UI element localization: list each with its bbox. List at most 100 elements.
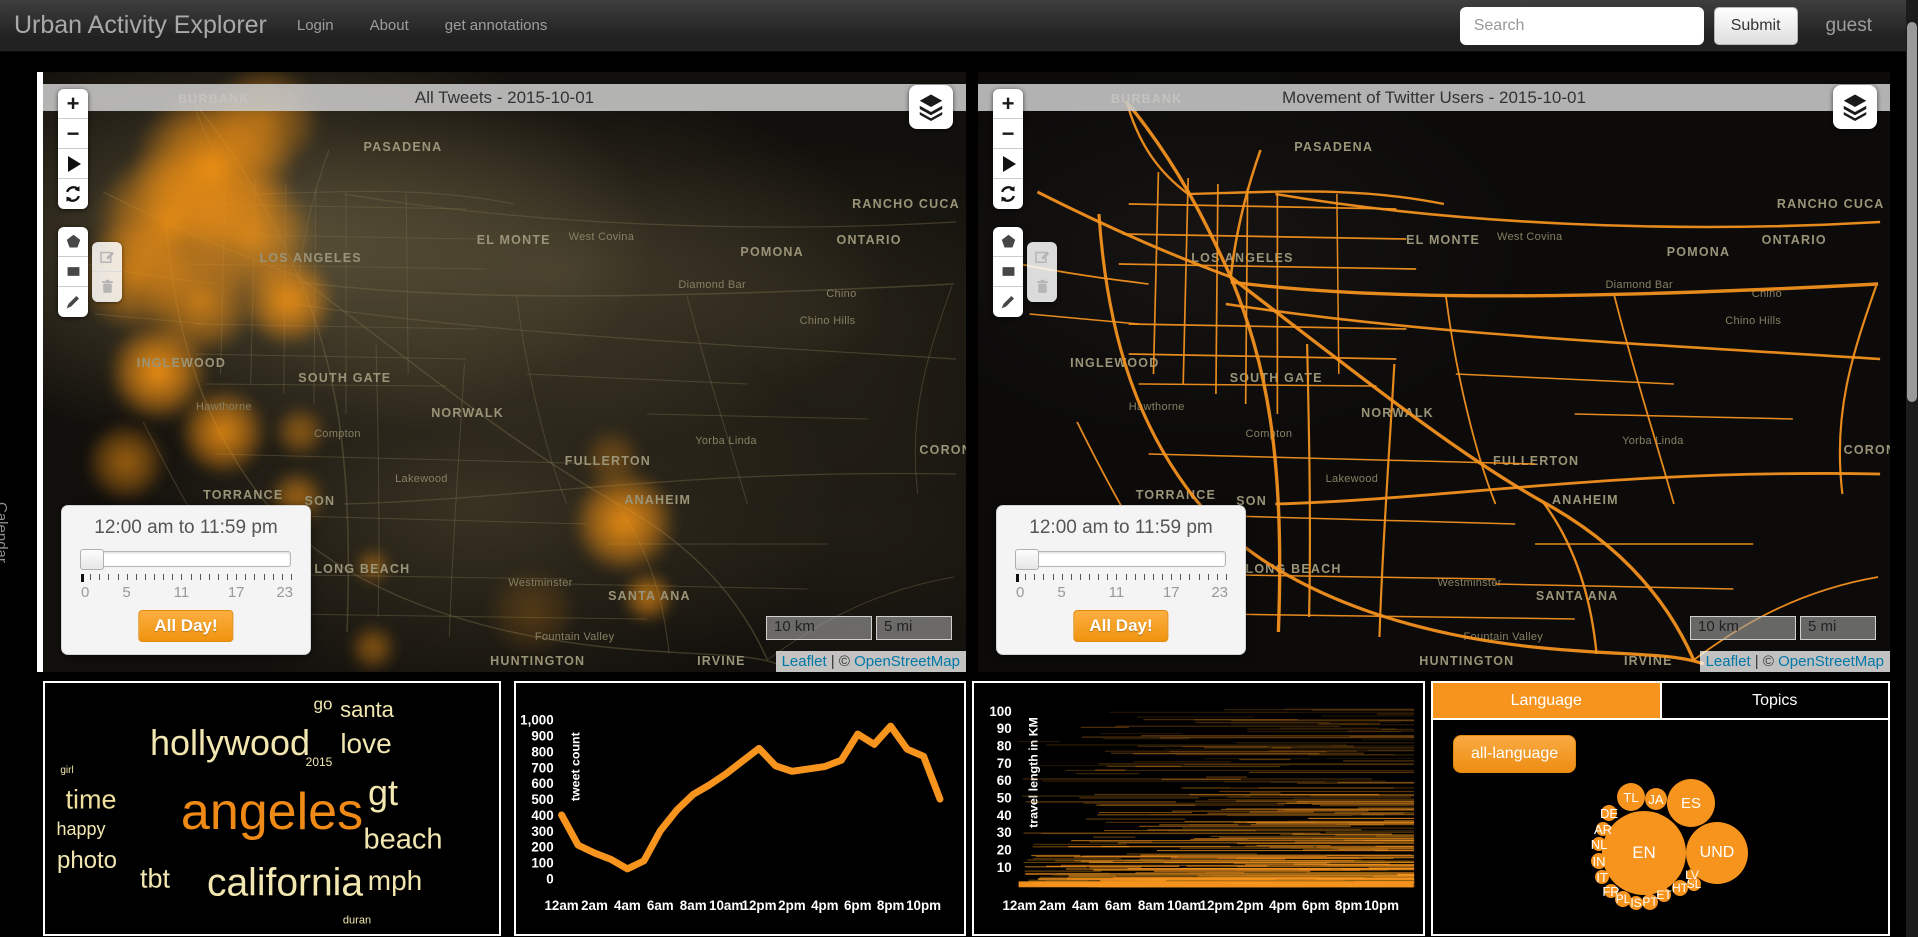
slider-tick-label: 5	[122, 584, 131, 601]
language-bubble-is[interactable]: IS	[1629, 896, 1643, 910]
language-bubble-et[interactable]: ET	[1656, 888, 1672, 902]
draw-rectangle-button[interactable]	[58, 257, 88, 287]
slider-tick	[108, 574, 110, 580]
map-city-label: CORON	[919, 443, 966, 457]
refresh-button[interactable]	[58, 179, 88, 209]
svg-text:10am: 10am	[1167, 898, 1201, 913]
zoom-in-button[interactable]: +	[58, 89, 88, 119]
play-animation-button[interactable]	[58, 149, 88, 179]
edit-shapes-button[interactable]	[1027, 242, 1057, 272]
scrollbar-thumb[interactable]	[1907, 22, 1917, 402]
slider-tick	[1034, 574, 1036, 580]
layers-control-button[interactable]	[1833, 85, 1877, 129]
map-city-label: Chino Hills	[799, 315, 856, 327]
delete-shapes-button[interactable]	[92, 272, 122, 302]
language-bubble-pl[interactable]: PL	[1615, 891, 1631, 907]
language-bubble-tl[interactable]: TL	[1617, 783, 1645, 811]
nav-link-login[interactable]: Login	[296, 17, 334, 34]
edit-shapes-button[interactable]	[92, 242, 122, 272]
travel-length-chart: 10 20 30 40 50 60 70 80 90 100 travel length in KM…	[989, 704, 1415, 913]
map-city-label: LOS ANGELES	[259, 251, 362, 265]
search-submit-button[interactable]: Submit	[1713, 6, 1798, 45]
time-slider-handle[interactable]	[1015, 549, 1039, 570]
trash-icon	[101, 279, 113, 293]
language-bubble-in[interactable]: IN	[1591, 853, 1607, 869]
calendar-collapsed-panel[interactable]: Calendar	[0, 72, 43, 672]
language-bubble-label: PT	[1642, 895, 1658, 909]
zoom-out-button[interactable]: −	[993, 119, 1023, 149]
play-animation-button[interactable]	[993, 149, 1023, 179]
all-day-button[interactable]: All Day!	[1073, 610, 1169, 642]
calendar-tab-label[interactable]: Calendar	[0, 502, 10, 563]
language-bubble-ja[interactable]: JA	[1645, 788, 1667, 810]
user-label[interactable]: guest	[1825, 14, 1872, 36]
refresh-button[interactable]	[993, 179, 1023, 209]
app-title[interactable]: Urban Activity Explorer	[14, 11, 267, 39]
scale-mi: 5 mi	[1800, 616, 1876, 640]
all-language-button[interactable]: all-language	[1453, 735, 1577, 773]
language-bubble-es[interactable]: ES	[1667, 779, 1715, 827]
tab-language[interactable]: Language	[1433, 683, 1660, 718]
language-bubble-ht[interactable]: HT	[1672, 880, 1688, 896]
draw-toolbar	[993, 227, 1023, 317]
nav-link-get-annotations[interactable]: get annotations	[444, 17, 548, 34]
nav-link-about[interactable]: About	[369, 17, 409, 34]
language-bubble-ar[interactable]: AR	[1593, 821, 1613, 837]
scale-mi: 5 mi	[876, 616, 952, 640]
draw-polyline-button[interactable]	[58, 287, 88, 317]
slider-tick	[1226, 574, 1227, 580]
wordcloud-word: love	[340, 728, 392, 759]
all-day-button[interactable]: All Day!	[138, 610, 234, 642]
svg-text:0: 0	[546, 871, 553, 886]
leaflet-link[interactable]: Leaflet	[1705, 653, 1751, 670]
slider-tick-label: 0	[81, 584, 90, 601]
delete-shapes-button[interactable]	[1027, 272, 1057, 302]
language-bubble-de[interactable]: DE	[1600, 805, 1618, 821]
zoom-in-button[interactable]: +	[993, 89, 1023, 119]
tweet-count-chart-panel: 0 100 200 300 400 500 600 700 800 900 1,000 tweet c…	[514, 681, 966, 936]
svg-text:4am: 4am	[614, 898, 641, 913]
map-city-label: POMONA	[1666, 245, 1731, 259]
draw-polygon-button[interactable]	[58, 227, 88, 257]
language-bubble-en[interactable]: EN	[1602, 811, 1686, 895]
search-input[interactable]	[1459, 6, 1704, 45]
page-scrollbar[interactable]	[1906, 0, 1918, 937]
language-bubble-pt[interactable]: PT	[1642, 894, 1658, 910]
language-bubble-chart: EN UND ES JA TL DE AR NL IN IT FR PL IS PT ET HT SL LV	[1433, 683, 1888, 934]
osm-link[interactable]: OpenStreetMap	[854, 653, 960, 670]
time-slider-track[interactable]	[81, 551, 291, 567]
slider-tick	[1061, 574, 1063, 580]
tab-topics[interactable]: Topics	[1659, 683, 1888, 718]
language-bubble-nl[interactable]: NL	[1591, 837, 1608, 852]
slider-tick-label: 23	[1211, 584, 1229, 601]
map-city-label: ONTARIO	[836, 233, 902, 247]
svg-text:50: 50	[997, 791, 1012, 806]
time-slider-handle[interactable]	[80, 549, 104, 570]
slider-tick	[1162, 574, 1164, 580]
time-slider-track[interactable]	[1016, 551, 1226, 567]
language-bubble-it[interactable]: IT	[1595, 870, 1609, 885]
pencil-icon	[1001, 296, 1014, 309]
draw-polygon-button[interactable]	[993, 227, 1023, 257]
map-city-label: Compton	[314, 427, 361, 440]
layers-control-button[interactable]	[909, 85, 953, 129]
leaflet-link[interactable]: Leaflet	[781, 653, 827, 670]
draw-rectangle-button[interactable]	[993, 257, 1023, 287]
language-bubble-lv[interactable]: LV	[1685, 868, 1699, 882]
svg-text:400: 400	[531, 808, 553, 823]
wordcloud-word: go	[313, 694, 333, 714]
time-filter-panel: 12:00 am to 11:59 pm 0 5 11 17 23 All Day!	[61, 505, 311, 655]
slider-tick	[245, 574, 247, 580]
svg-text:2am: 2am	[1039, 898, 1066, 913]
zoom-out-button[interactable]: −	[58, 119, 88, 149]
edit-icon	[100, 251, 115, 263]
language-panel: Language Topics all-language EN UND ES JA TL…	[1431, 681, 1890, 936]
language-bubble-label: ET	[1656, 888, 1672, 902]
play-icon	[68, 155, 81, 172]
time-slider	[80, 549, 291, 570]
language-bubble-label: AR	[1593, 821, 1613, 837]
osm-link[interactable]: OpenStreetMap	[1778, 653, 1884, 670]
draw-polyline-button[interactable]	[993, 287, 1023, 317]
